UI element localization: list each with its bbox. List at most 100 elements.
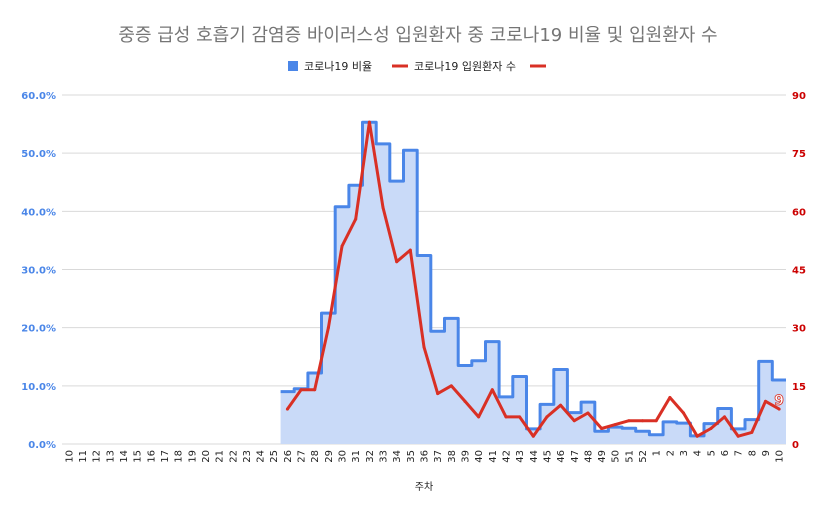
count-point [436, 392, 440, 396]
x-tick-label: 48 [583, 450, 594, 463]
y-left-tick-label: 60.0% [21, 91, 56, 102]
count-point [723, 415, 727, 419]
x-tick-label: 4 [693, 450, 704, 456]
x-tick-label: 30 [338, 450, 349, 463]
x-tick-label: 46 [556, 450, 567, 463]
legend-label-ratio: 코로나19 비율 [304, 60, 372, 73]
count-point [627, 419, 631, 423]
x-tick-label: 1 [652, 450, 663, 456]
legend-swatch-ratio [288, 61, 298, 71]
chart-title: 중증 급성 호흡기 감염증 바이러스성 입원환자 중 코로나19 비율 및 입원… [118, 25, 717, 46]
x-tick-label: 33 [379, 450, 390, 463]
count-point [586, 411, 590, 415]
count-point [518, 415, 522, 419]
x-tick-label: 34 [392, 450, 403, 463]
ratio-area-series [280, 120, 786, 445]
y-left-tick-label: 10.0% [21, 382, 56, 393]
count-point [381, 205, 385, 209]
x-tick-label: 21 [215, 450, 226, 463]
x-tick-label: 16 [146, 450, 157, 463]
x-tick-label: 15 [133, 450, 144, 463]
count-point [545, 415, 549, 419]
data-labels: 9 [774, 393, 785, 410]
x-tick-label: 36 [420, 450, 431, 463]
count-point [777, 407, 781, 411]
count-point [613, 423, 617, 427]
x-tick-label: 51 [624, 450, 635, 463]
x-tick-label: 17 [160, 450, 171, 463]
x-tick-label: 31 [351, 450, 362, 463]
x-tick-label: 35 [406, 450, 417, 463]
x-tick-label: 9 [761, 450, 772, 456]
count-point [736, 434, 740, 438]
x-tick-label: 42 [501, 450, 512, 463]
x-tick-label: 23 [242, 450, 253, 463]
x-tick-label: 8 [747, 450, 758, 456]
count-point [668, 395, 672, 399]
x-tick-label: 18 [174, 450, 185, 463]
count-point [572, 419, 576, 423]
x-tick-label: 26 [283, 450, 294, 463]
x-tick-label: 24 [256, 450, 267, 463]
x-tick-label: 50 [611, 450, 622, 463]
ratio-step-line [280, 120, 786, 438]
x-tick-label: 25 [269, 450, 280, 463]
x-tick-label: 52 [638, 450, 649, 463]
x-tick-label: 3 [679, 450, 690, 456]
x-tick-label: 22 [228, 450, 239, 463]
count-point [490, 388, 494, 392]
count-point [654, 419, 658, 423]
x-tick-label: 32 [365, 450, 376, 463]
x-tick-label: 5 [706, 450, 717, 456]
x-tick-label: 29 [324, 450, 335, 463]
count-point [750, 430, 754, 434]
y-right-tick-label: 60 [792, 207, 806, 218]
x-tick-label: 6 [720, 450, 731, 456]
y-left-tick-label: 20.0% [21, 324, 56, 335]
x-tick-label: 49 [597, 450, 608, 463]
count-point [695, 434, 699, 438]
x-tick-label: 37 [433, 450, 444, 463]
x-tick-label: 45 [542, 450, 553, 463]
x-tick-label: 43 [515, 450, 526, 463]
x-axis-title: 주차 [415, 481, 433, 493]
y-right-tick-label: 15 [792, 382, 806, 393]
legend-label-count: 코로나19 입원환자 수 [414, 60, 516, 73]
count-point [326, 326, 330, 330]
count-point [463, 399, 467, 403]
count-point [477, 415, 481, 419]
x-axis: 10 11 12 13 14 15 16 17 18 19 20 21 22 23 24 25 26 27 28 29… [64, 450, 785, 463]
count-point [354, 217, 358, 221]
count-point [709, 426, 713, 430]
count-point [764, 399, 768, 403]
x-tick-label: 12 [92, 450, 103, 463]
x-tick-label: 44 [529, 450, 540, 463]
y-left-tick-label: 0.0% [28, 440, 56, 451]
y-axis-right: 0 15 30 45 60 75 90 [792, 91, 806, 451]
y-axis-left: 0.0% 10.0% 20.0% 30.0% 40.0% 50.0% 60.0% [21, 91, 56, 451]
ratio-area-fill [280, 122, 786, 445]
x-tick-label: 10 [64, 450, 75, 463]
y-right-tick-label: 30 [792, 324, 806, 335]
count-point [504, 415, 508, 419]
x-tick-label: 20 [201, 450, 212, 463]
x-tick-label: 14 [119, 450, 130, 463]
x-tick-label: 38 [447, 450, 458, 463]
y-right-tick-label: 75 [792, 149, 806, 160]
count-point [422, 345, 426, 349]
y-left-tick-label: 40.0% [21, 207, 56, 218]
x-tick-label: 39 [460, 450, 471, 463]
count-point [285, 407, 289, 411]
y-left-tick-label: 50.0% [21, 149, 56, 160]
count-point [395, 260, 399, 264]
y-right-tick-label: 45 [792, 266, 806, 277]
count-point [449, 384, 453, 388]
x-tick-label: 11 [78, 450, 89, 463]
count-line-series [285, 120, 781, 438]
count-point [531, 434, 535, 438]
y-left-tick-label: 30.0% [21, 266, 56, 277]
legend: 코로나19 비율 코로나19 입원환자 수 [288, 60, 546, 73]
x-tick-label: 13 [105, 450, 116, 463]
count-point [408, 248, 412, 252]
